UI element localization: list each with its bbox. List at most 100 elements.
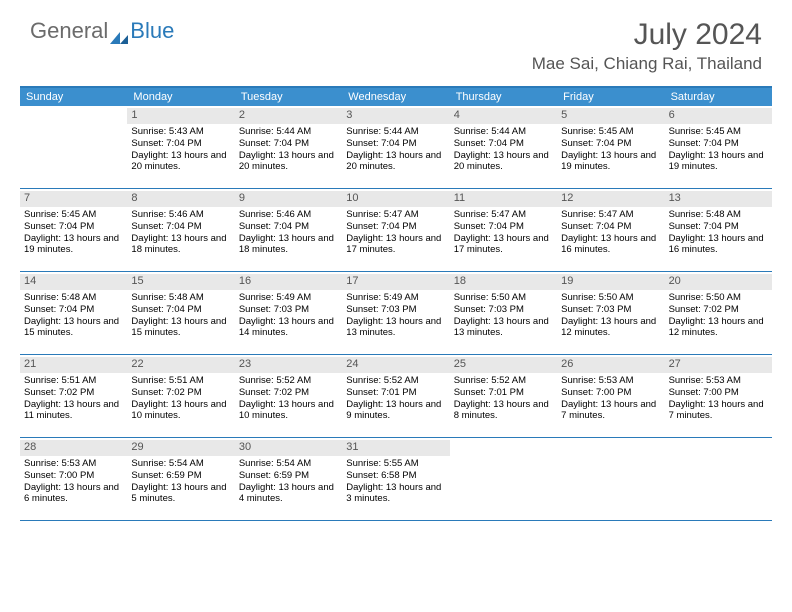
- day-info: Sunrise: 5:49 AMSunset: 7:03 PMDaylight:…: [346, 292, 445, 340]
- sunset-text: Sunset: 7:03 PM: [239, 304, 338, 316]
- day-cell: 18Sunrise: 5:50 AMSunset: 7:03 PMDayligh…: [450, 272, 557, 354]
- week-row: 7Sunrise: 5:45 AMSunset: 7:04 PMDaylight…: [20, 189, 772, 272]
- sunset-text: Sunset: 7:04 PM: [669, 221, 768, 233]
- day-cell: 7Sunrise: 5:45 AMSunset: 7:04 PMDaylight…: [20, 189, 127, 271]
- sunset-text: Sunset: 7:00 PM: [24, 470, 123, 482]
- day-number: 4: [450, 108, 557, 124]
- day-cell: 20Sunrise: 5:50 AMSunset: 7:02 PMDayligh…: [665, 272, 772, 354]
- daylight-text: Daylight: 13 hours and 15 minutes.: [24, 316, 123, 340]
- day-cell: 9Sunrise: 5:46 AMSunset: 7:04 PMDaylight…: [235, 189, 342, 271]
- day-cell: 25 Sunrise: 5:52 AMSunset: 7:01 PMDayligh…: [450, 355, 557, 437]
- sunrise-text: Sunrise: 5:55 AM: [346, 458, 445, 470]
- sunset-text: Sunset: 6:59 PM: [239, 470, 338, 482]
- sunrise-text: Sunrise: 5:53 AM: [669, 375, 768, 387]
- day-info: Sunrise: 5:53 AMSunset: 7:00 PMDaylight:…: [561, 375, 660, 423]
- sunset-text: Sunset: 7:04 PM: [561, 138, 660, 150]
- day-number: 12: [557, 191, 664, 207]
- location: Mae Sai, Chiang Rai, Thailand: [532, 54, 762, 74]
- sunrise-text: Sunrise: 5:51 AM: [24, 375, 123, 387]
- day-number: 22: [127, 357, 234, 373]
- day-info: Sunrise: 5:52 AMSunset: 7:01 PMDaylight:…: [454, 375, 553, 423]
- daylight-text: Daylight: 13 hours and 19 minutes.: [24, 233, 123, 257]
- day-info: Sunrise: 5:51 AMSunset: 7:02 PMDaylight:…: [24, 375, 123, 423]
- day-cell: 30Sunrise: 5:54 AMSunset: 6:59 PMDayligh…: [235, 438, 342, 520]
- daylight-text: Daylight: 13 hours and 18 minutes.: [239, 233, 338, 257]
- day-info: Sunrise: 5:47 AMSunset: 7:04 PMDaylight:…: [454, 209, 553, 257]
- logo-icon: [110, 24, 128, 38]
- daylight-text: Daylight: 13 hours and 5 minutes.: [131, 482, 230, 506]
- sunrise-text: Sunrise: 5:44 AM: [454, 126, 553, 138]
- day-number: 19: [557, 274, 664, 290]
- sunrise-text: Sunrise: 5:43 AM: [131, 126, 230, 138]
- week-row: 14Sunrise: 5:48 AMSunset: 7:04 PMDayligh…: [20, 272, 772, 355]
- day-cell: 27Sunrise: 5:53 AMSunset: 7:00 PMDayligh…: [665, 355, 772, 437]
- day-info: Sunrise: 5:45 AMSunset: 7:04 PMDaylight:…: [669, 126, 768, 174]
- day-cell: 21Sunrise: 5:51 AMSunset: 7:02 PMDayligh…: [20, 355, 127, 437]
- day-info: Sunrise: 5:48 AMSunset: 7:04 PMDaylight:…: [669, 209, 768, 257]
- sunset-text: Sunset: 7:04 PM: [131, 304, 230, 316]
- week-row: 1Sunrise: 5:43 AMSunset: 7:04 PMDaylight…: [20, 106, 772, 189]
- day-info: Sunrise: 5:55 AMSunset: 6:58 PMDaylight:…: [346, 458, 445, 506]
- day-number: 27: [665, 357, 772, 373]
- sunset-text: Sunset: 7:04 PM: [561, 221, 660, 233]
- sunset-text: Sunset: 7:04 PM: [24, 304, 123, 316]
- day-header: Thursday: [450, 88, 557, 106]
- daylight-text: Daylight: 13 hours and 20 minutes.: [239, 150, 338, 174]
- day-info: Sunrise: 5:43 AMSunset: 7:04 PMDaylight:…: [131, 126, 230, 174]
- sunrise-text: Sunrise: 5:48 AM: [669, 209, 768, 221]
- daylight-text: Daylight: 13 hours and 13 minutes.: [346, 316, 445, 340]
- day-info: Sunrise: 5:51 AMSunset: 7:02 PMDaylight:…: [131, 375, 230, 423]
- day-number: 23: [235, 357, 342, 373]
- day-cell: [665, 438, 772, 520]
- day-cell: 8Sunrise: 5:46 AMSunset: 7:04 PMDaylight…: [127, 189, 234, 271]
- day-cell: 10Sunrise: 5:47 AMSunset: 7:04 PMDayligh…: [342, 189, 449, 271]
- title-block: July 2024 Mae Sai, Chiang Rai, Thailand: [532, 18, 762, 74]
- sunset-text: Sunset: 7:04 PM: [454, 138, 553, 150]
- sunrise-text: Sunrise: 5:51 AM: [131, 375, 230, 387]
- week-row: 28Sunrise: 5:53 AMSunset: 7:00 PMDayligh…: [20, 438, 772, 521]
- day-cell: 3Sunrise: 5:44 AMSunset: 7:04 PMDaylight…: [342, 106, 449, 188]
- day-number: 14: [20, 274, 127, 290]
- day-number: 2: [235, 108, 342, 124]
- day-number: 15: [127, 274, 234, 290]
- day-cell: [557, 438, 664, 520]
- daylight-text: Daylight: 13 hours and 8 minutes.: [454, 399, 553, 423]
- sunset-text: Sunset: 7:01 PM: [346, 387, 445, 399]
- sunrise-text: Sunrise: 5:50 AM: [669, 292, 768, 304]
- sunset-text: Sunset: 7:00 PM: [669, 387, 768, 399]
- day-number: 16: [235, 274, 342, 290]
- calendar: SundayMondayTuesdayWednesdayThursdayFrid…: [20, 86, 772, 521]
- sunrise-text: Sunrise: 5:48 AM: [131, 292, 230, 304]
- day-info: Sunrise: 5:46 AMSunset: 7:04 PMDaylight:…: [239, 209, 338, 257]
- header: General Blue July 2024 Mae Sai, Chiang R…: [0, 0, 792, 78]
- sunset-text: Sunset: 7:04 PM: [239, 221, 338, 233]
- day-number: 25: [450, 357, 557, 373]
- sunrise-text: Sunrise: 5:53 AM: [561, 375, 660, 387]
- daylight-text: Daylight: 13 hours and 4 minutes.: [239, 482, 338, 506]
- day-number: 1: [127, 108, 234, 124]
- sunrise-text: Sunrise: 5:49 AM: [239, 292, 338, 304]
- day-cell: 11Sunrise: 5:47 AMSunset: 7:04 PMDayligh…: [450, 189, 557, 271]
- sunset-text: Sunset: 7:04 PM: [454, 221, 553, 233]
- daylight-text: Daylight: 13 hours and 19 minutes.: [669, 150, 768, 174]
- day-number: 18: [450, 274, 557, 290]
- sunrise-text: Sunrise: 5:45 AM: [561, 126, 660, 138]
- day-number: 26: [557, 357, 664, 373]
- week-row: 21Sunrise: 5:51 AMSunset: 7:02 PMDayligh…: [20, 355, 772, 438]
- day-info: Sunrise: 5:52 AMSunset: 7:02 PMDaylight:…: [239, 375, 338, 423]
- day-number: 13: [665, 191, 772, 207]
- day-number: 6: [665, 108, 772, 124]
- day-cell: 19Sunrise: 5:50 AMSunset: 7:03 PMDayligh…: [557, 272, 664, 354]
- day-number: 8: [127, 191, 234, 207]
- sunset-text: Sunset: 7:02 PM: [239, 387, 338, 399]
- day-number: 31: [342, 440, 449, 456]
- day-number: 20: [665, 274, 772, 290]
- sunset-text: Sunset: 7:04 PM: [346, 138, 445, 150]
- sunrise-text: Sunrise: 5:52 AM: [346, 375, 445, 387]
- sunset-text: Sunset: 7:04 PM: [346, 221, 445, 233]
- daylight-text: Daylight: 13 hours and 20 minutes.: [454, 150, 553, 174]
- sunrise-text: Sunrise: 5:49 AM: [346, 292, 445, 304]
- logo-text-blue: Blue: [130, 18, 174, 44]
- day-cell: [450, 438, 557, 520]
- day-header: Friday: [557, 88, 664, 106]
